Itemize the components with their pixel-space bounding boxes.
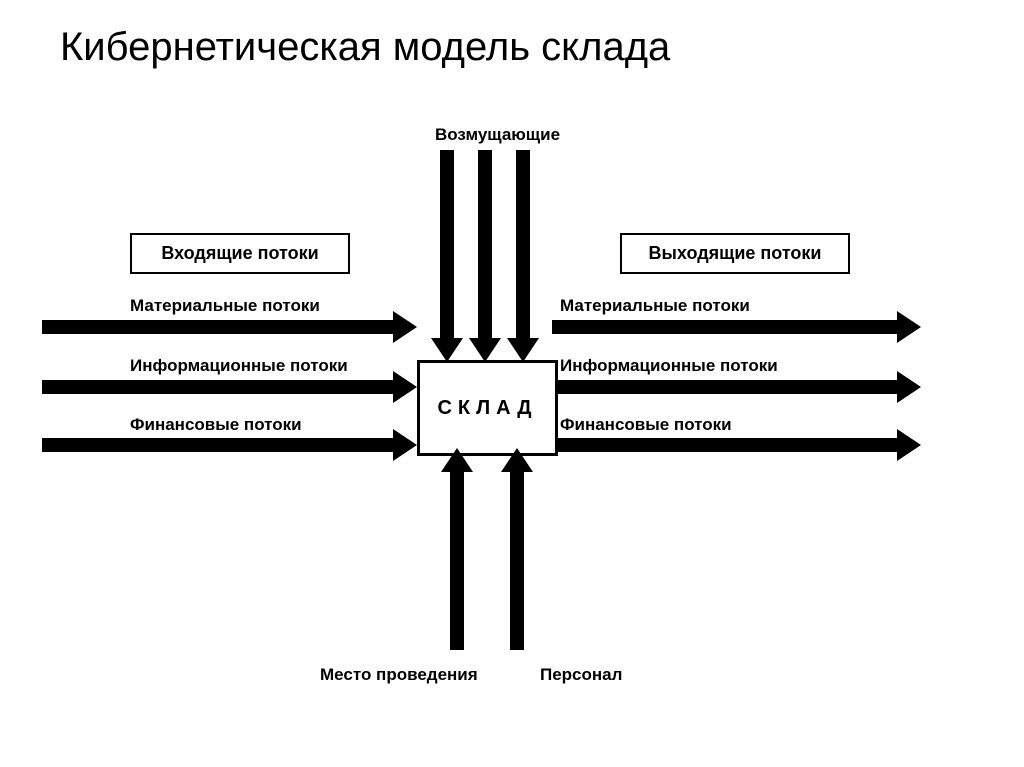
top-arrow-2 <box>478 150 492 340</box>
right-flow-3-arrow <box>552 438 898 452</box>
bottom-arrow-1 <box>450 470 464 650</box>
right-flow-1-head <box>897 311 921 343</box>
left-flow-1-arrow <box>42 320 394 334</box>
left-flow-2-label: Информационные потоки <box>130 356 348 376</box>
bottom-arrow-1-head <box>441 448 473 472</box>
left-flow-3-label: Финансовые потоки <box>130 415 302 435</box>
warehouse-center-box: СКЛАД <box>417 360 558 456</box>
top-disturbance-label: Возмущающие <box>435 125 560 145</box>
left-flow-1-head <box>393 311 417 343</box>
left-flow-3-arrow <box>42 438 394 452</box>
top-arrow-3 <box>516 150 530 340</box>
left-flow-2-arrow <box>42 380 394 394</box>
right-flow-3-head <box>897 429 921 461</box>
right-flow-1-label: Материальные потоки <box>560 296 750 316</box>
diagram-canvas: Возмущающие Входящие потоки Выходящие по… <box>0 70 1024 720</box>
right-flow-3-label: Финансовые потоки <box>560 415 732 435</box>
right-flow-2-head <box>897 371 921 403</box>
top-arrow-3-head <box>507 338 539 362</box>
right-flow-2-arrow <box>552 380 898 394</box>
bottom-personnel-label: Персонал <box>540 665 622 685</box>
page-title: Кибернетическая модель склада <box>0 0 1024 70</box>
incoming-flows-box: Входящие потоки <box>130 233 350 274</box>
left-flow-2-head <box>393 371 417 403</box>
outgoing-flows-box: Выходящие потоки <box>620 233 850 274</box>
top-arrow-2-head <box>469 338 501 362</box>
right-flow-1-arrow <box>552 320 898 334</box>
left-flow-1-label: Материальные потоки <box>130 296 320 316</box>
left-flow-3-head <box>393 429 417 461</box>
right-flow-2-label: Информационные потоки <box>560 356 778 376</box>
bottom-arrow-2-head <box>501 448 533 472</box>
bottom-place-label: Место проведения <box>320 665 478 685</box>
top-arrow-1 <box>440 150 454 340</box>
bottom-arrow-2 <box>510 470 524 650</box>
top-arrow-1-head <box>431 338 463 362</box>
